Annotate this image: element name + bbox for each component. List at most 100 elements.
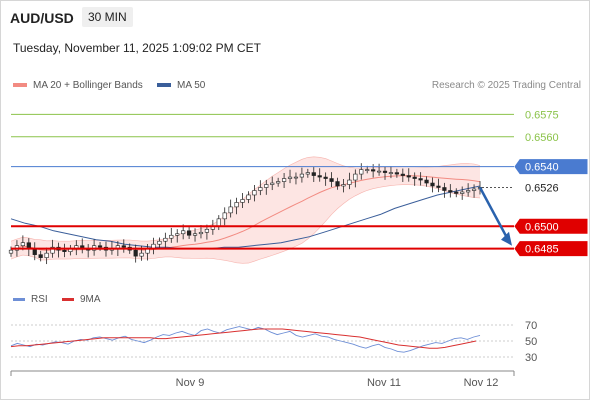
bollinger-band-fill (11, 156, 480, 264)
candle-body (38, 254, 43, 258)
level-label-text: 0.6500 (525, 221, 559, 233)
ma50-swatch (157, 83, 171, 88)
candle-body (317, 175, 322, 178)
candle-body (157, 240, 162, 245)
candle-body (181, 230, 186, 235)
level-label-text: 0.6540 (525, 162, 559, 174)
bollinger-lower-line (10, 184, 481, 264)
candle-body (252, 190, 257, 196)
candle-body (323, 176, 328, 179)
candle-body (187, 230, 192, 236)
level-label-text: 0.6485 (525, 244, 559, 256)
legend-ma50: MA 50 (157, 80, 205, 91)
candle-body (442, 187, 447, 191)
timeframe-badge[interactable]: 30 MIN (82, 7, 133, 27)
level-label-box (514, 218, 588, 234)
candle-body (270, 182, 275, 185)
candle-body (175, 233, 180, 236)
candle-body (436, 185, 441, 188)
projection-arrow-head (501, 231, 512, 246)
x-tick-label: Nov 11 (367, 377, 401, 389)
candle-body (347, 179, 352, 185)
candle-body (424, 179, 429, 184)
candle-body (240, 199, 245, 203)
candle-body (281, 178, 287, 182)
projection-arrow-shaft (478, 186, 510, 241)
candle-body (139, 252, 144, 257)
candle-body (293, 176, 299, 179)
candle-body (400, 173, 405, 176)
level-label-text: 0.6560 (525, 132, 559, 144)
bollinger-swatch (13, 83, 27, 88)
candle-body (418, 178, 423, 181)
ma50-label: MA 50 (177, 80, 206, 91)
level-label-box (514, 159, 588, 175)
candle-body (406, 175, 411, 178)
candle-body (44, 252, 49, 258)
x-tick-label: Nov 12 (464, 377, 499, 389)
candle-body (228, 206, 233, 214)
candle-body (412, 176, 417, 179)
legend-rsi-ma: 9MA (62, 294, 101, 305)
candle-body (204, 228, 210, 233)
candle-body (97, 245, 103, 248)
ma50-line (10, 185, 481, 250)
rsi-tick-label: 70 (525, 320, 537, 332)
candle-body (169, 234, 174, 239)
candle-body (341, 184, 346, 187)
candle-body (394, 172, 399, 175)
rsi-tick-label: 30 (525, 352, 537, 364)
candle-body (329, 178, 334, 182)
candle-body (454, 191, 459, 194)
rsi-swatch (13, 297, 25, 301)
symbol-title: AUD/USD (10, 10, 74, 26)
candle-body (133, 249, 138, 257)
candle-body (466, 190, 471, 193)
candle-body (258, 187, 263, 191)
candle-body (276, 181, 281, 184)
candle-body (62, 249, 67, 252)
candle-body (234, 202, 239, 208)
x-tick-label: Nov 9 (176, 377, 205, 389)
candle-body (246, 194, 251, 200)
candle-body (216, 218, 221, 227)
candle-body (448, 190, 453, 193)
candle-body (471, 188, 477, 191)
level-label-box (514, 180, 588, 196)
candle-body (365, 169, 370, 171)
rsi-ma-line (10, 328, 477, 349)
candle-body (163, 237, 168, 242)
candle-body (376, 170, 382, 173)
candle-body (20, 242, 25, 246)
candle-body (305, 172, 310, 175)
candle-body (287, 176, 293, 179)
rsi-tick-label: 50 (525, 336, 537, 348)
level-label-text: 0.6526 (525, 183, 559, 195)
candle-body (299, 173, 304, 178)
rsi-label: RSI (31, 294, 48, 305)
candle-body (371, 169, 376, 172)
candle-body (430, 182, 435, 187)
level-label-box (514, 241, 588, 257)
candle-body (121, 245, 126, 248)
research-credit: Research © 2025 Trading Central (431, 80, 581, 91)
candle-body (311, 172, 316, 176)
candle-body (264, 184, 269, 188)
candle-body (198, 231, 204, 235)
candle-body (353, 173, 358, 181)
candle-body (359, 169, 364, 175)
candle-body (222, 212, 227, 220)
candle-body (335, 181, 340, 187)
candle-body (388, 172, 394, 174)
rsi-ma-swatch (62, 297, 74, 301)
level-label-text: 0.6575 (525, 109, 559, 121)
chart-datetime: Tuesday, November 11, 2025 1:09:02 PM CE… (13, 41, 261, 55)
candle-body (8, 249, 14, 254)
legend-rsi: RSI (13, 294, 48, 305)
candle-body (192, 233, 198, 236)
candle-body (460, 191, 465, 194)
candle-body (50, 246, 55, 254)
candle-body (382, 170, 388, 173)
bollinger-label: MA 20 + Bollinger Bands (33, 80, 143, 91)
